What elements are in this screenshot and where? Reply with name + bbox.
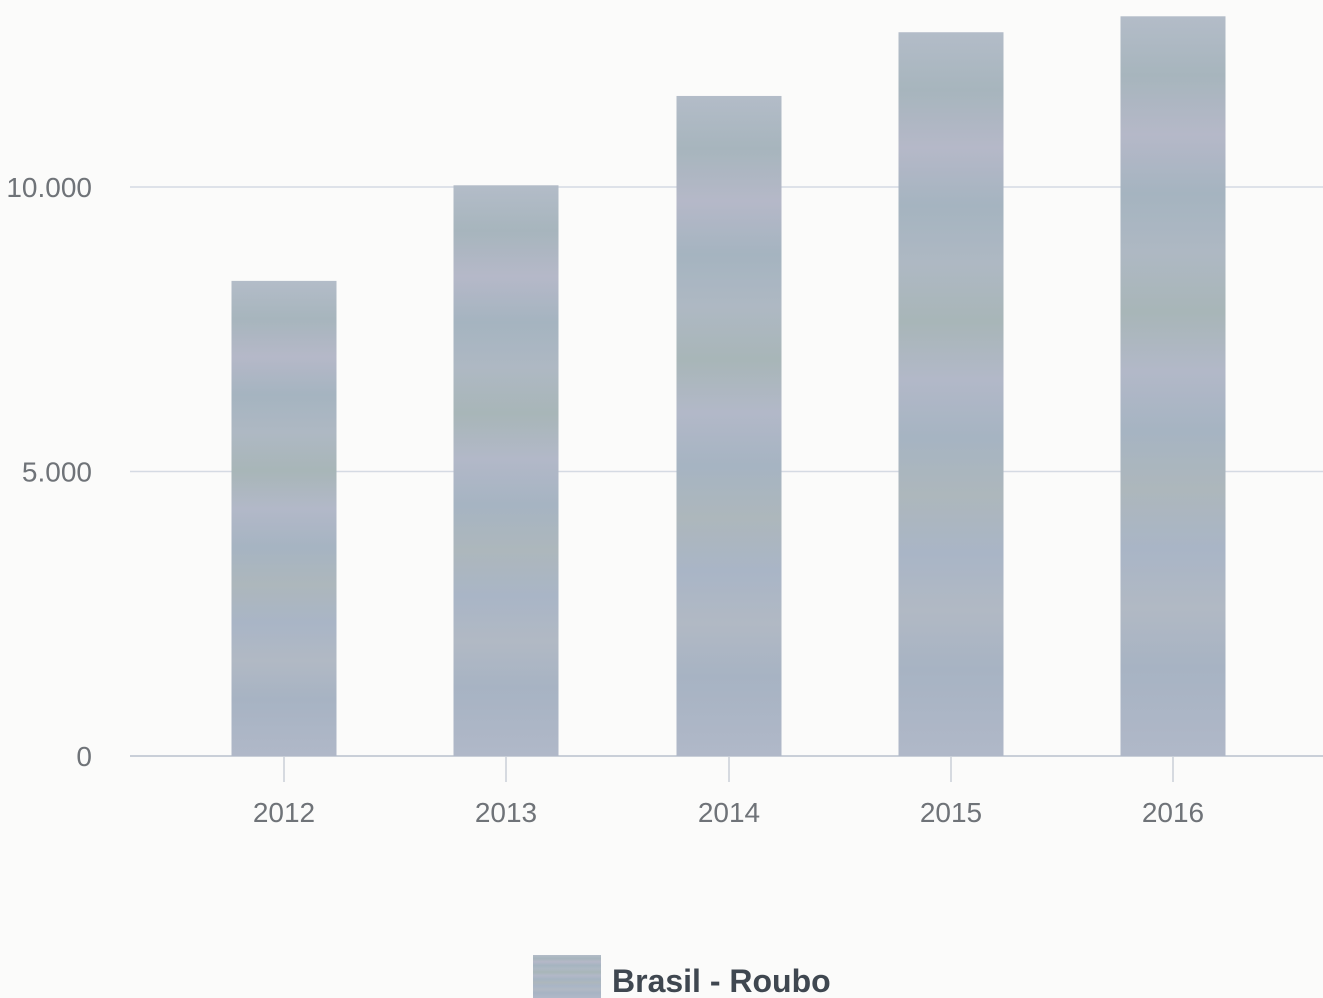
legend-label: Brasil - Roubo	[612, 963, 831, 998]
y-tick-label: 10.000	[6, 172, 92, 203]
x-tick-label: 2016	[1142, 797, 1204, 828]
bar-2016	[1120, 16, 1226, 757]
bar-2013	[453, 185, 559, 757]
x-tick-label: 2012	[253, 797, 315, 828]
x-tick-label: 2013	[475, 797, 537, 828]
y-axis: 0 5.000 10.000	[6, 172, 92, 772]
bar-2014	[676, 95, 782, 756]
bar-2012	[231, 280, 337, 756]
x-tick-label: 2014	[698, 797, 760, 828]
y-tick-label: 0	[76, 741, 92, 772]
legend-swatch	[533, 955, 601, 998]
legend: Brasil - Roubo	[533, 955, 831, 998]
x-axis: 2012 2013 2014 2015 2016	[253, 756, 1204, 828]
y-tick-label: 5.000	[22, 457, 92, 488]
x-tick-label: 2015	[920, 797, 982, 828]
bar-series	[231, 16, 1226, 757]
bar-2015	[898, 32, 1004, 757]
